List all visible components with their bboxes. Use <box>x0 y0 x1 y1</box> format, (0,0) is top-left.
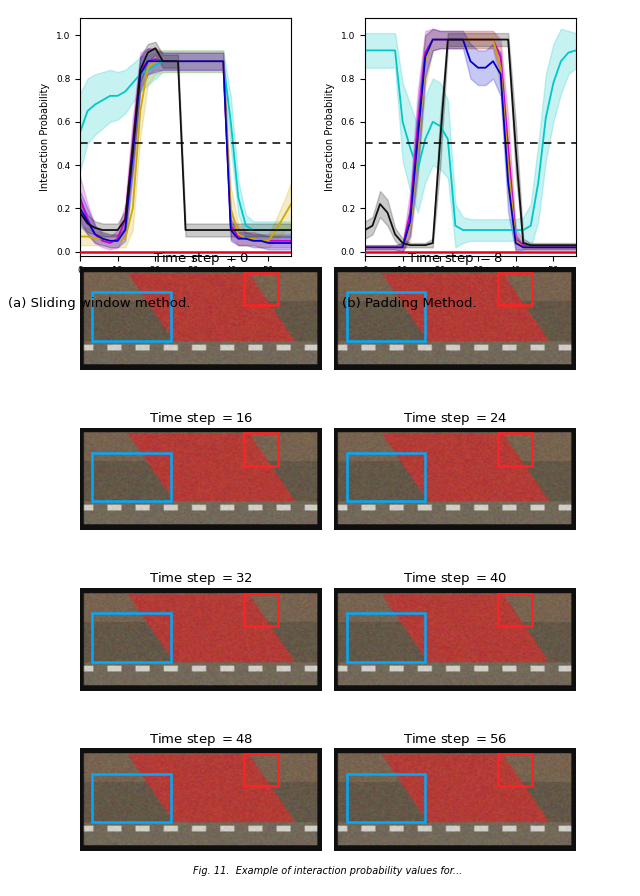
Y-axis label: Interaction Probability: Interaction Probability <box>40 83 51 191</box>
Bar <box>244 434 278 466</box>
Bar <box>346 773 424 822</box>
Title: Time step $= 32$: Time step $= 32$ <box>149 571 253 588</box>
Bar <box>498 754 532 787</box>
Bar <box>346 613 424 661</box>
Bar <box>498 434 532 466</box>
Bar <box>93 452 170 501</box>
Bar <box>244 594 278 626</box>
X-axis label: Time Step: Time Step <box>444 280 497 290</box>
Text: (b) Padding Method.: (b) Padding Method. <box>342 297 477 311</box>
Title: Time step $= 8$: Time step $= 8$ <box>407 250 503 267</box>
Bar <box>346 292 424 340</box>
Title: Time step $= 16$: Time step $= 16$ <box>149 410 253 427</box>
Title: Time step $= 24$: Time step $= 24$ <box>403 410 507 427</box>
X-axis label: Time Step: Time Step <box>159 280 212 290</box>
Title: Time step $= 0$: Time step $= 0$ <box>153 250 249 267</box>
Bar <box>346 452 424 501</box>
Bar <box>93 773 170 822</box>
Title: Time step $= 48$: Time step $= 48$ <box>149 731 253 748</box>
Title: Time step $= 56$: Time step $= 56$ <box>403 731 507 748</box>
Bar <box>244 754 278 787</box>
Bar <box>244 273 278 306</box>
Text: Fig. 11.  Example of interaction probability values for...: Fig. 11. Example of interaction probabil… <box>193 866 463 875</box>
Text: (a) Sliding window method.: (a) Sliding window method. <box>8 297 191 311</box>
Bar <box>93 292 170 340</box>
Bar <box>498 594 532 626</box>
Bar <box>498 273 532 306</box>
Bar <box>93 613 170 661</box>
Title: Time step $= 40$: Time step $= 40$ <box>403 571 507 588</box>
Y-axis label: Interaction Probability: Interaction Probability <box>325 83 335 191</box>
